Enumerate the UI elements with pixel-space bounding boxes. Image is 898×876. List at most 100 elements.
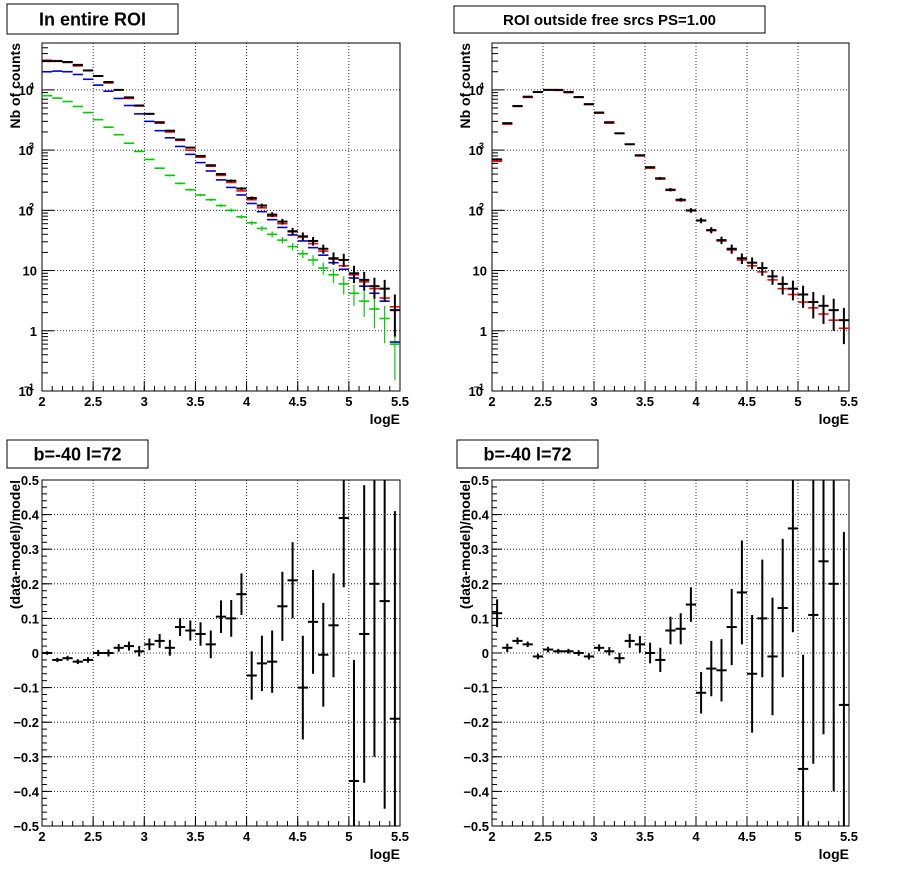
y-tick-label: 10 — [469, 143, 483, 158]
y-tick-exponent: 2 — [29, 201, 34, 211]
chart-title: b=-40 l=72 — [33, 444, 121, 464]
x-tick-label: 4 — [692, 829, 700, 844]
y-tick-label: 10 — [469, 384, 483, 399]
y-tick-base: 10 — [469, 143, 483, 158]
y-tick-base: 1 — [480, 324, 487, 339]
x-tick-label: 5.5 — [391, 394, 409, 409]
x-axis-title: logE — [819, 411, 849, 427]
x-tick-label: 3.5 — [636, 394, 654, 409]
series-1-markers — [492, 480, 849, 826]
y-tick-label: 10 — [469, 83, 483, 98]
y-tick-label: −0.3 — [13, 750, 39, 765]
series-1-markers — [42, 60, 400, 337]
y-tick-label: 0 — [482, 646, 489, 661]
y-tick-label: −0.1 — [463, 681, 489, 696]
x-tick-label: 5 — [794, 394, 801, 409]
y-tick-label: 0.1 — [471, 611, 489, 626]
plot-frame — [41, 42, 401, 392]
chart-title: In entire ROI — [39, 9, 146, 29]
x-tick-label: 4.5 — [738, 394, 756, 409]
chart-title-box — [456, 439, 599, 469]
y-tick-label: 0.2 — [21, 577, 39, 592]
y-tick-label: 10 — [473, 264, 487, 279]
y-tick-label: 0.5 — [471, 473, 489, 488]
y-tick-label: 0.4 — [471, 508, 490, 523]
y-tick-base: 10 — [473, 264, 487, 279]
y-tick-label: 0.4 — [21, 508, 40, 523]
x-tick-label: 3 — [141, 829, 148, 844]
x-axis-title: logE — [819, 846, 849, 862]
x-tick-label: 2.5 — [84, 829, 102, 844]
y-tick-label: 10 — [19, 384, 33, 399]
x-tick-label: 4 — [243, 394, 251, 409]
x-tick-label: 2.5 — [84, 394, 102, 409]
y-tick-base: 10 — [19, 83, 33, 98]
x-tick-label: 3.5 — [186, 394, 204, 409]
x-tick-label: 3 — [590, 394, 597, 409]
chart-title-box — [6, 439, 149, 469]
series-4-markers — [42, 94, 400, 381]
y-tick-label: 0.1 — [21, 611, 39, 626]
y-tick-exponent: 4 — [479, 81, 484, 91]
chart-title-box — [453, 5, 766, 34]
x-tick-label: 4.5 — [289, 829, 307, 844]
y-tick-label: 10 — [19, 83, 33, 98]
x-tick-label: 5.5 — [840, 829, 858, 844]
series-2-markers — [492, 89, 849, 330]
x-tick-label: 4 — [692, 394, 700, 409]
y-tick-exponent: 4 — [29, 81, 34, 91]
x-tick-label: 2 — [488, 394, 495, 409]
y-tick-base: 10 — [19, 143, 33, 158]
y-tick-exponent: −1 — [474, 382, 484, 392]
y-tick-label: 0.5 — [21, 473, 39, 488]
y-tick-exponent: 3 — [479, 141, 484, 151]
y-tick-label: −0.3 — [463, 750, 489, 765]
x-tick-label: 5 — [345, 829, 352, 844]
chart-title: ROI outside free srcs PS=1.00 — [503, 12, 716, 29]
y-tick-label: −0.2 — [463, 715, 489, 730]
x-tick-label: 2.5 — [534, 394, 552, 409]
x-tick-label: 3.5 — [186, 829, 204, 844]
x-tick-label: 2.5 — [534, 829, 552, 844]
y-tick-label: 10 — [19, 143, 33, 158]
series-1-markers — [42, 480, 400, 826]
y-tick-label: −0.4 — [463, 784, 489, 799]
x-tick-label: 4 — [243, 829, 251, 844]
x-tick-label: 4.5 — [738, 829, 756, 844]
series-3-markers — [42, 70, 400, 343]
x-tick-label: 5 — [345, 394, 352, 409]
y-tick-base: 1 — [30, 324, 37, 339]
y-tick-label: 10 — [23, 264, 37, 279]
y-tick-label: −0.1 — [13, 681, 39, 696]
y-axis-title: (data-model)/model — [457, 480, 473, 609]
y-tick-exponent: −1 — [24, 382, 34, 392]
series-1-markers — [492, 88, 849, 345]
y-tick-base: 10 — [19, 384, 33, 399]
x-tick-label: 4.5 — [289, 394, 307, 409]
y-tick-label: 0.3 — [21, 542, 39, 557]
plot-frame — [491, 42, 850, 392]
y-tick-label: −0.5 — [463, 819, 489, 834]
chart-title-box — [6, 3, 179, 35]
y-tick-base: 10 — [469, 384, 483, 399]
y-tick-label: 0 — [32, 646, 39, 661]
y-tick-exponent: 3 — [29, 141, 34, 151]
x-tick-label: 5.5 — [391, 829, 409, 844]
chart-panel-3: 2 2.5 3 3.5 4 4.5 5 5.5 −0.5 −0.4 −0.3 −0.2 −0.1 0 0.1… — [6, 439, 409, 862]
y-axis-title: Nb of counts — [457, 43, 473, 129]
y-tick-label: 1 — [30, 324, 37, 339]
y-tick-label: 10 — [19, 203, 33, 218]
x-tick-label: 3 — [590, 829, 597, 844]
y-tick-base: 10 — [469, 83, 483, 98]
y-tick-label: −0.2 — [13, 715, 39, 730]
x-tick-label: 5.5 — [840, 394, 858, 409]
y-tick-exponent: 2 — [479, 201, 484, 211]
x-tick-label: 2 — [38, 394, 45, 409]
chart-panel-4: 2 2.5 3 3.5 4 4.5 5 5.5 −0.5 −0.4 −0.3 −0.2 −0.1 0 0.1… — [456, 439, 858, 862]
y-axis-title: Nb of counts — [7, 43, 23, 129]
x-tick-label: 2 — [488, 829, 495, 844]
